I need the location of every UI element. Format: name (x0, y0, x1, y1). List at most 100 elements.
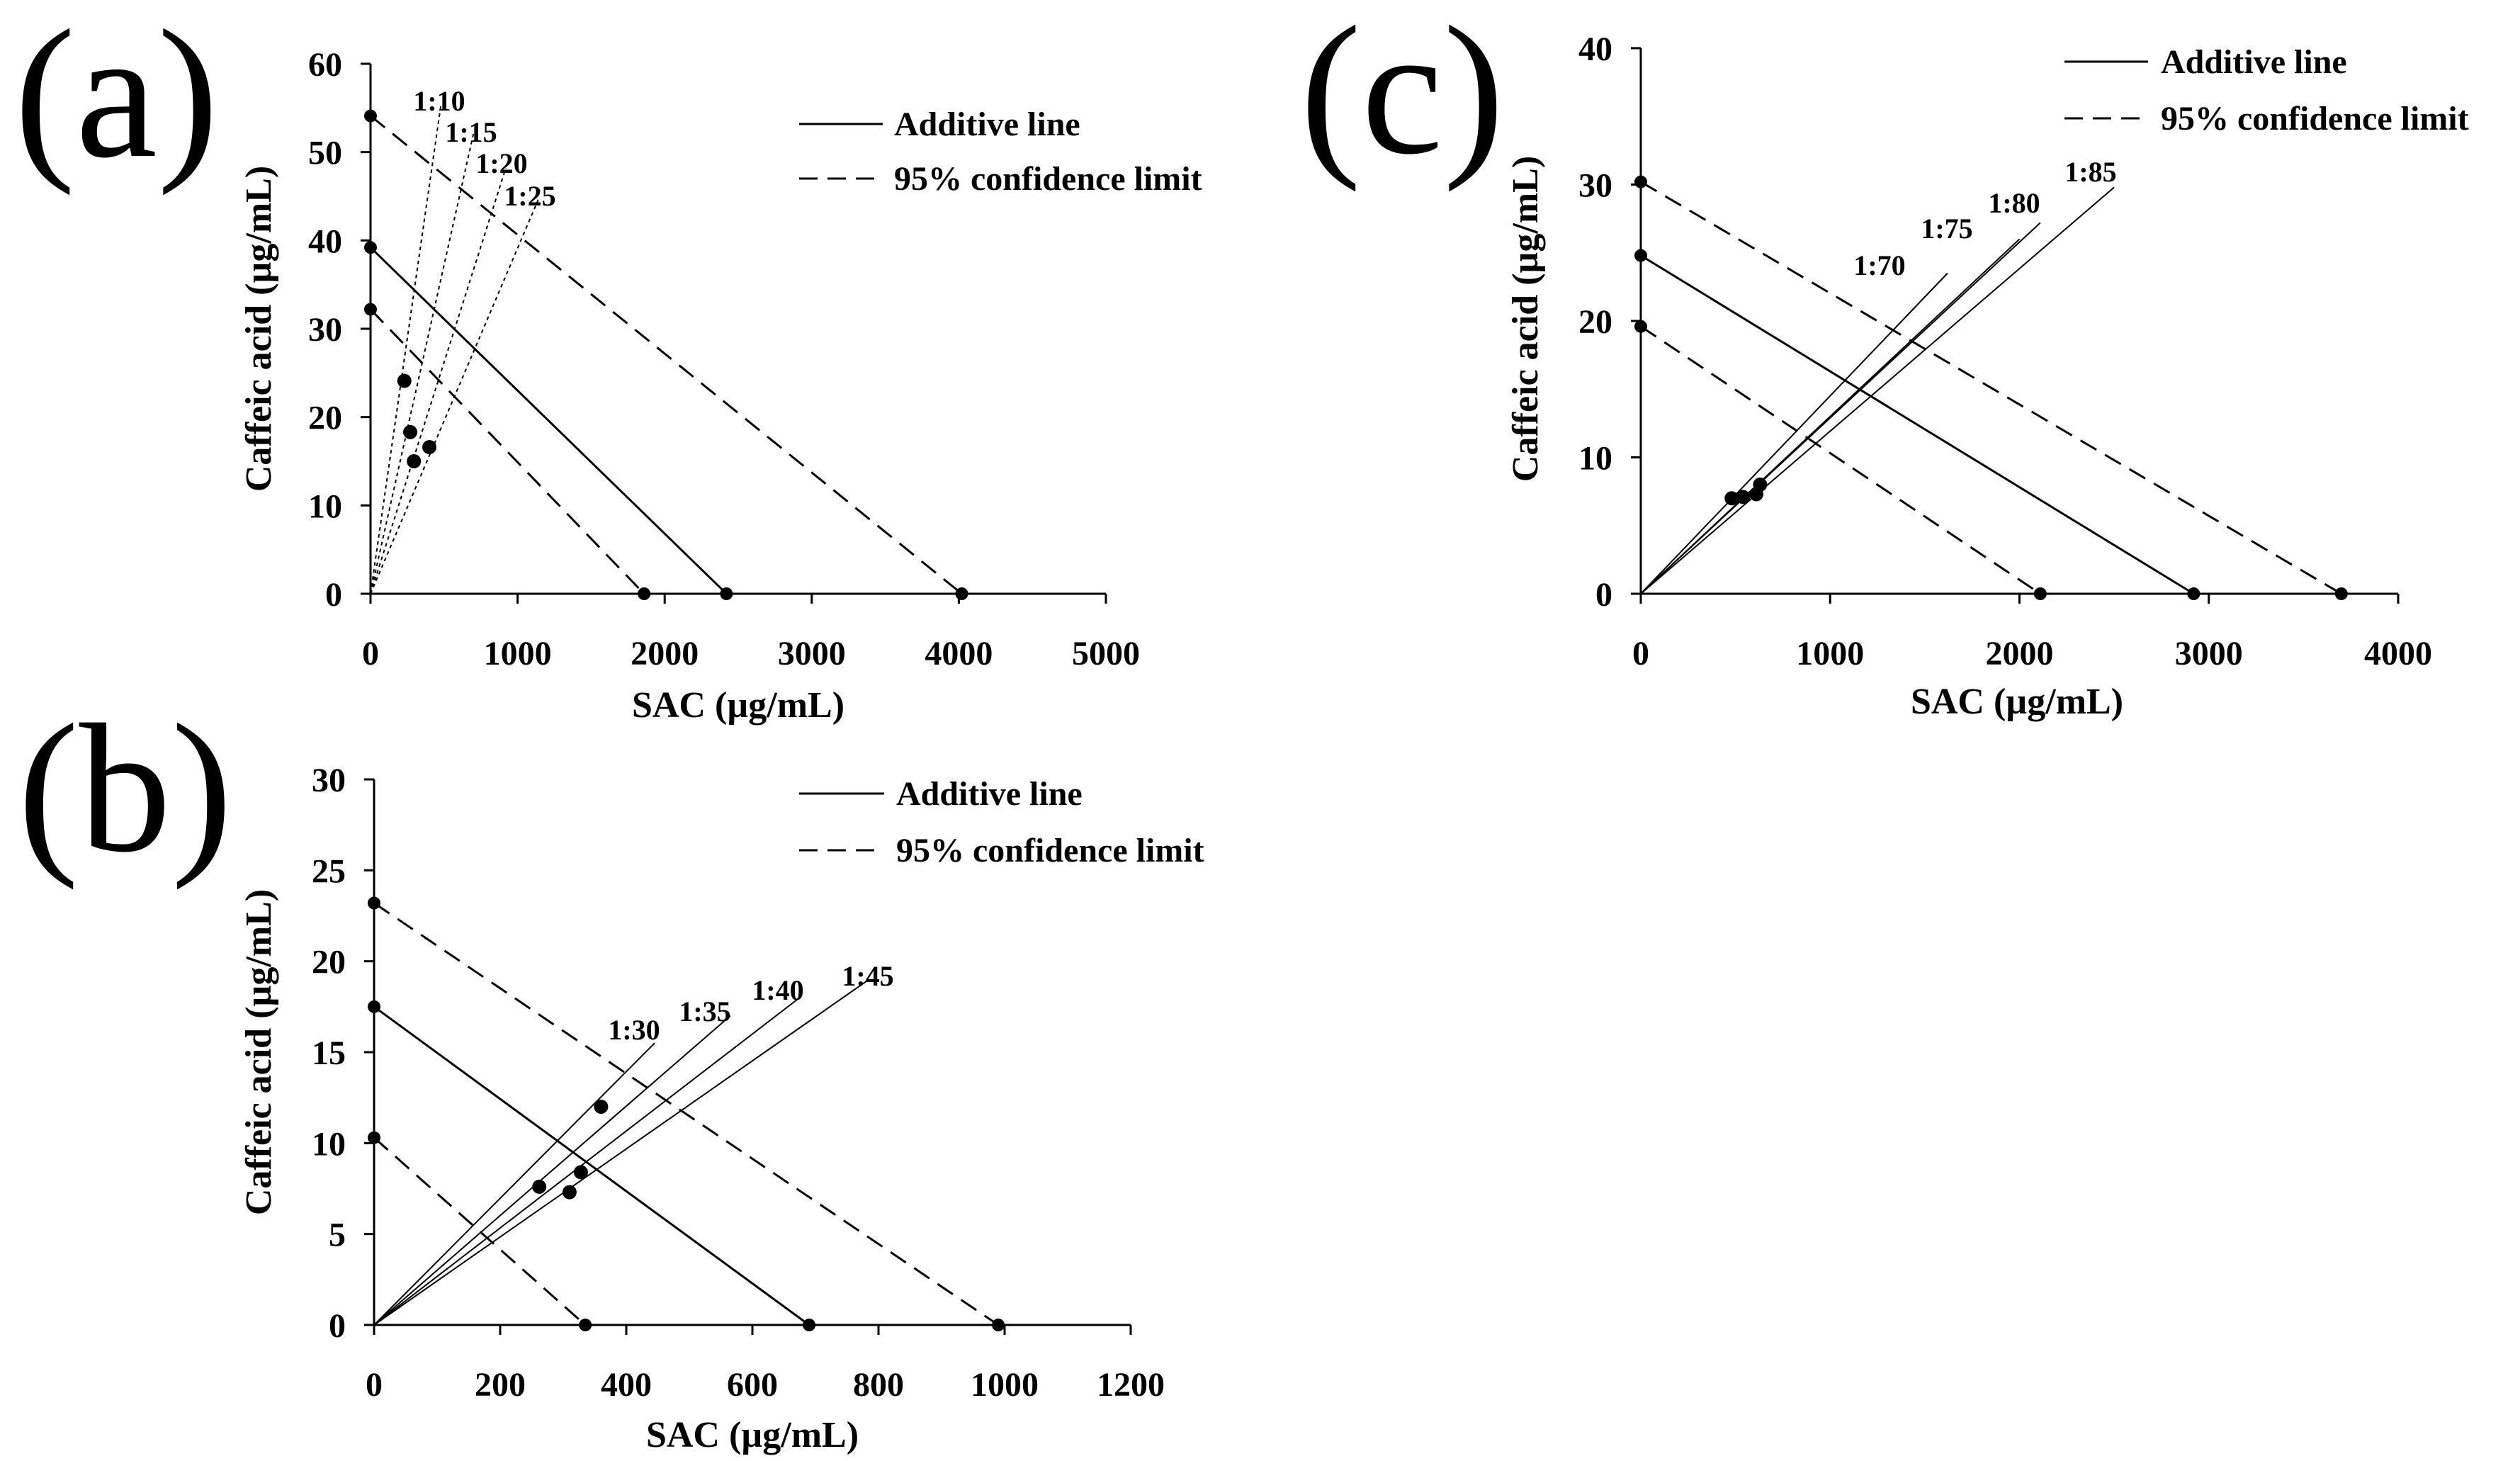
lower-confidence-line-x-intercept-point (638, 587, 651, 600)
ratio-line-1-85 (1640, 186, 2115, 594)
data-point (594, 1100, 609, 1114)
data-point (532, 1179, 547, 1194)
x-tick-label: 5000 (1072, 635, 1140, 672)
x-tick-label: 1200 (1097, 1366, 1165, 1404)
chart-a: 0 1000 2000 3000 4000 5000 0 10 20 30 40 50 60 SAC (µ… (239, 46, 1202, 726)
legend-confidence-label: 95% confidence limit (896, 832, 1204, 869)
ratio-line-1-10 (370, 103, 442, 594)
ratio-label: 1:20 (475, 147, 527, 179)
additive-line-x-intercept-point (720, 587, 733, 600)
lower-confidence-line-y-intercept-point (364, 303, 377, 316)
upper-confidence-line-y-intercept-point (364, 109, 377, 123)
data-point (562, 1185, 577, 1200)
x-tick-label: 4000 (925, 635, 993, 672)
y-axis-title: Caffeic acid (µg/mL) (239, 889, 279, 1215)
legend-confidence-label: 95% confidence limit (894, 160, 1202, 198)
upper-confidence-line-y-intercept-point (368, 896, 380, 910)
x-tick-label: 1000 (1796, 635, 1864, 672)
panel-label-b: (b) (18, 687, 232, 891)
x-tick-label: 2000 (1986, 635, 2054, 672)
ratio-line-1-40 (373, 997, 801, 1326)
legend-additive-label: Additive line (2161, 43, 2347, 81)
y-tick-label: 10 (312, 1125, 346, 1163)
data-point (1753, 478, 1768, 492)
lower-confidence-line-x-intercept-point (2033, 587, 2047, 600)
legend-additive-label: Additive line (894, 106, 1080, 143)
upper-confidence-line-x-intercept-point (2334, 587, 2348, 600)
x-tick-label: 4000 (2364, 635, 2432, 672)
additive-line-y-intercept-point (368, 1000, 380, 1013)
ratio-line-1-35 (373, 1015, 731, 1326)
additive-line-x-intercept-point (803, 1319, 816, 1331)
y-tick-label: 5 (329, 1217, 346, 1254)
y-tick-label: 30 (1578, 167, 1612, 205)
y-tick-label: 40 (1578, 30, 1612, 68)
y-tick-label: 10 (1578, 440, 1612, 478)
data-point (1736, 490, 1751, 504)
x-tick-label: 400 (601, 1366, 652, 1404)
ratio-label: 1:80 (1988, 187, 2040, 219)
additive-line-y-intercept-point (364, 241, 377, 254)
y-axis-title: Caffeic acid (µg/mL) (1505, 156, 1546, 482)
y-tick-label: 25 (312, 852, 346, 890)
ratio-label: 1:35 (679, 995, 730, 1027)
x-tick-label: 800 (853, 1366, 904, 1404)
data-point (573, 1165, 588, 1180)
panel-label-a: (a) (14, 0, 219, 196)
lower-confidence-line-y-intercept-point (368, 1131, 380, 1144)
y-tick-label: 60 (308, 46, 342, 84)
data-point (422, 440, 437, 455)
x-tick-label: 600 (727, 1366, 778, 1404)
additive-line (373, 1005, 810, 1326)
y-axis-title: Caffeic acid (µg/mL) (239, 166, 279, 492)
x-tick-label: 1000 (971, 1366, 1039, 1404)
ratio-line-1-45 (373, 978, 870, 1326)
ratio-line-1-80 (1640, 222, 2041, 594)
chart-b: 0 200 400 600 800 1000 1200 0 5 10 15 20 25 30 SAC (µg… (239, 762, 1204, 1455)
data-point (1724, 491, 1739, 506)
data-point (407, 454, 422, 468)
x-tick-label: 1000 (484, 635, 552, 672)
ratio-line-1-70 (1640, 272, 1948, 594)
x-tick-label: 200 (475, 1366, 526, 1404)
additive-line (1640, 254, 2195, 595)
y-tick-label: 0 (329, 1307, 346, 1345)
upper-confidence-line-y-intercept-point (1634, 175, 1647, 188)
y-tick-label: 30 (312, 762, 346, 799)
x-tick-label: 0 (362, 635, 379, 672)
ratio-label: 1:10 (413, 85, 465, 117)
ratio-line-1-15 (370, 133, 475, 594)
y-tick-label: 50 (308, 135, 342, 172)
x-tick-label: 3000 (2175, 635, 2243, 672)
ratio-line-1-25 (370, 199, 539, 594)
y-tick-label: 15 (312, 1034, 346, 1072)
x-tick-label: 0 (1632, 635, 1649, 672)
y-tick-label: 20 (312, 944, 346, 981)
legend-additive-label: Additive line (896, 775, 1083, 813)
lower-confidence-line (373, 1136, 587, 1326)
x-axis-title: SAC (µg/mL) (1911, 682, 2123, 722)
additive-line (369, 247, 728, 595)
ratio-label: 1:75 (1921, 213, 1972, 244)
y-tick-label: 20 (1578, 303, 1612, 341)
ratio-label: 1:40 (752, 974, 803, 1006)
x-tick-label: 0 (366, 1366, 383, 1404)
lower-confidence-line-x-intercept-point (579, 1319, 592, 1331)
upper-confidence-line-x-intercept-point (955, 587, 968, 600)
ratio-label: 1:85 (2064, 156, 2116, 188)
chart-c: 0 1000 2000 3000 4000 0 10 20 30 40 SAC (µg/mL) Caf… (1505, 30, 2469, 722)
ratio-label: 1:25 (504, 180, 555, 212)
lower-confidence-line-y-intercept-point (1634, 320, 1647, 333)
ratio-label: 1:45 (842, 960, 893, 992)
legend-confidence-label: 95% confidence limit (2161, 100, 2469, 137)
upper-confidence-line (373, 902, 999, 1326)
y-tick-label: 0 (1595, 576, 1612, 614)
y-tick-label: 10 (308, 487, 342, 525)
ratio-label: 1:70 (1853, 249, 1905, 281)
lower-confidence-line (369, 308, 645, 595)
data-point (397, 373, 412, 388)
ratio-line-1-30 (373, 1042, 655, 1326)
upper-confidence-line-x-intercept-point (992, 1319, 1005, 1331)
lower-confidence-line (1640, 325, 2041, 595)
